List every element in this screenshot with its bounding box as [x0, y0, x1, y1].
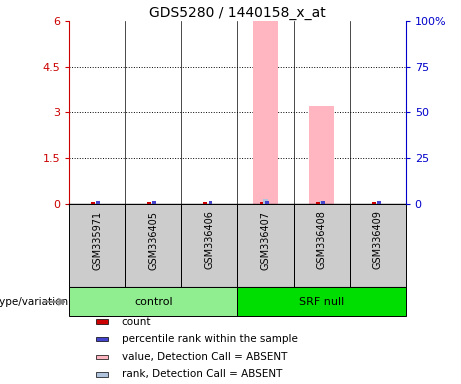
Text: GSM336406: GSM336406 — [204, 210, 214, 270]
Bar — [96, 319, 108, 324]
Bar — [316, 202, 319, 204]
Bar — [153, 201, 156, 204]
Bar — [377, 201, 381, 204]
Bar — [263, 199, 268, 204]
Bar — [125, 204, 181, 287]
Bar — [237, 204, 294, 287]
Bar — [372, 202, 376, 204]
Bar — [96, 372, 108, 377]
Text: GSM335971: GSM335971 — [92, 210, 102, 270]
Bar — [260, 202, 264, 204]
Bar — [294, 204, 349, 287]
Text: genotype/variation: genotype/variation — [0, 297, 68, 307]
Bar — [321, 201, 325, 204]
Text: GSM336409: GSM336409 — [372, 210, 383, 270]
Bar — [319, 201, 325, 204]
Text: control: control — [134, 297, 172, 307]
Bar — [69, 204, 125, 287]
Bar — [181, 204, 237, 287]
Bar — [208, 201, 213, 204]
Text: GSM336405: GSM336405 — [148, 210, 158, 270]
Title: GDS5280 / 1440158_x_at: GDS5280 / 1440158_x_at — [149, 6, 326, 20]
Text: rank, Detection Call = ABSENT: rank, Detection Call = ABSENT — [122, 369, 282, 379]
Text: percentile rank within the sample: percentile rank within the sample — [122, 334, 297, 344]
Text: GSM336407: GSM336407 — [260, 210, 271, 270]
Bar — [253, 21, 278, 204]
Bar — [91, 202, 95, 204]
Bar — [309, 106, 334, 204]
Bar — [96, 355, 108, 359]
Bar — [265, 201, 269, 204]
Text: value, Detection Call = ABSENT: value, Detection Call = ABSENT — [122, 352, 287, 362]
Bar — [69, 287, 237, 316]
Bar — [148, 202, 151, 204]
Bar — [349, 204, 406, 287]
Bar — [203, 202, 207, 204]
Text: count: count — [122, 316, 151, 326]
Bar — [96, 337, 108, 341]
Text: SRF null: SRF null — [299, 297, 344, 307]
Bar — [96, 201, 100, 204]
Bar — [237, 287, 406, 316]
Text: GSM336408: GSM336408 — [317, 210, 326, 270]
